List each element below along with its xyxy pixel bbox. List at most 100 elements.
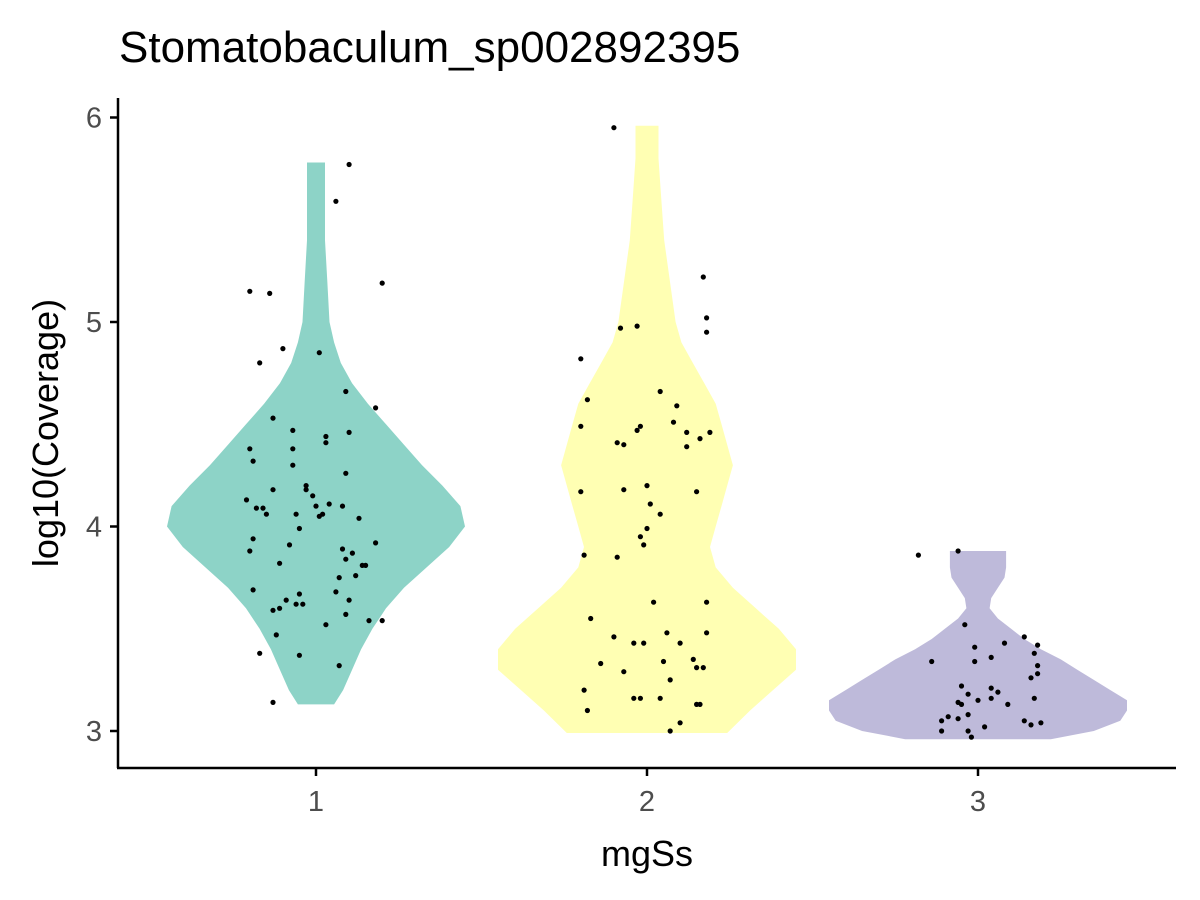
data-point: [346, 161, 352, 168]
data-point: [1035, 642, 1041, 648]
data-point: [260, 505, 266, 511]
violin-3: [829, 551, 1127, 740]
data-point: [293, 601, 299, 607]
data-point: [290, 462, 296, 468]
data-point: [684, 429, 690, 435]
data-point: [290, 427, 296, 433]
data-point: [694, 489, 700, 495]
data-point: [955, 716, 961, 722]
data-point: [379, 280, 385, 286]
data-point: [644, 483, 650, 489]
data-point: [621, 442, 627, 448]
data-point: [343, 470, 349, 476]
data-point: [968, 734, 975, 740]
data-point: [1021, 718, 1027, 724]
y-tick-label: 3: [86, 716, 102, 748]
data-point: [631, 640, 637, 646]
data-point: [1005, 701, 1011, 708]
x-tick-label: 1: [308, 786, 324, 818]
data-point: [1035, 663, 1041, 669]
data-point: [958, 701, 965, 708]
data-point: [631, 695, 637, 701]
data-point: [697, 701, 703, 708]
violin-2: [498, 125, 796, 733]
data-point: [578, 489, 584, 495]
data-point: [915, 552, 922, 558]
data-point: [637, 534, 644, 540]
data-point: [965, 712, 971, 718]
data-point: [972, 644, 978, 650]
data-point: [296, 652, 302, 658]
data-point: [929, 658, 935, 665]
data-point: [955, 548, 961, 554]
data-point: [988, 654, 994, 661]
data-point: [257, 650, 263, 656]
data-point: [267, 290, 273, 296]
data-point: [945, 714, 951, 720]
data-point: [270, 487, 276, 493]
data-point: [965, 691, 971, 697]
data-point: [634, 427, 640, 433]
data-point: [346, 597, 352, 603]
data-point: [690, 656, 696, 663]
data-point: [366, 618, 372, 624]
data-point: [1038, 720, 1044, 726]
data-point: [1021, 634, 1027, 640]
data-point: [1031, 650, 1037, 656]
data-point: [962, 622, 968, 628]
data-point: [664, 630, 670, 636]
data-point: [621, 669, 627, 675]
data-point: [326, 501, 332, 507]
data-point: [660, 658, 667, 665]
data-point: [621, 487, 627, 493]
data-point: [323, 440, 329, 446]
data-point: [1035, 671, 1041, 677]
data-point: [670, 419, 677, 425]
data-point: [339, 546, 346, 552]
data-point: [363, 562, 369, 569]
data-point: [379, 618, 385, 624]
data-point: [939, 718, 945, 724]
data-point: [975, 697, 981, 703]
x-ticks: 1 2 3: [308, 768, 986, 818]
data-point: [588, 615, 594, 622]
data-point: [343, 611, 349, 618]
data-point: [310, 493, 316, 499]
data-point: [333, 589, 339, 595]
data-point: [1031, 695, 1037, 701]
data-point: [704, 329, 710, 335]
data-point: [584, 707, 591, 714]
data-point: [578, 356, 584, 362]
data-point: [250, 536, 256, 542]
data-point: [674, 403, 680, 409]
data-point: [346, 429, 352, 435]
data-point: [316, 350, 322, 356]
data-point: [270, 607, 276, 613]
y-tick-label: 5: [86, 307, 102, 339]
data-point: [250, 587, 256, 593]
data-point: [644, 525, 650, 532]
data-point: [641, 542, 647, 548]
data-point: [657, 695, 663, 701]
data-point: [286, 542, 293, 548]
data-point: [290, 446, 296, 452]
data-point: [637, 695, 644, 701]
x-tick-label: 3: [970, 786, 986, 818]
data-point: [700, 665, 706, 671]
data-point: [982, 724, 988, 730]
data-point: [988, 685, 994, 691]
data-point: [339, 503, 346, 509]
data-point: [373, 405, 379, 411]
violin-1: [167, 162, 465, 705]
data-point: [704, 630, 710, 636]
data-point: [707, 429, 713, 435]
data-point: [333, 198, 339, 204]
data-point: [694, 665, 700, 671]
data-point: [614, 440, 620, 446]
x-axis-title: mgSs: [601, 833, 693, 874]
data-point: [641, 640, 647, 646]
data-point: [277, 605, 283, 611]
data-point: [247, 446, 253, 452]
data-point: [684, 444, 690, 450]
